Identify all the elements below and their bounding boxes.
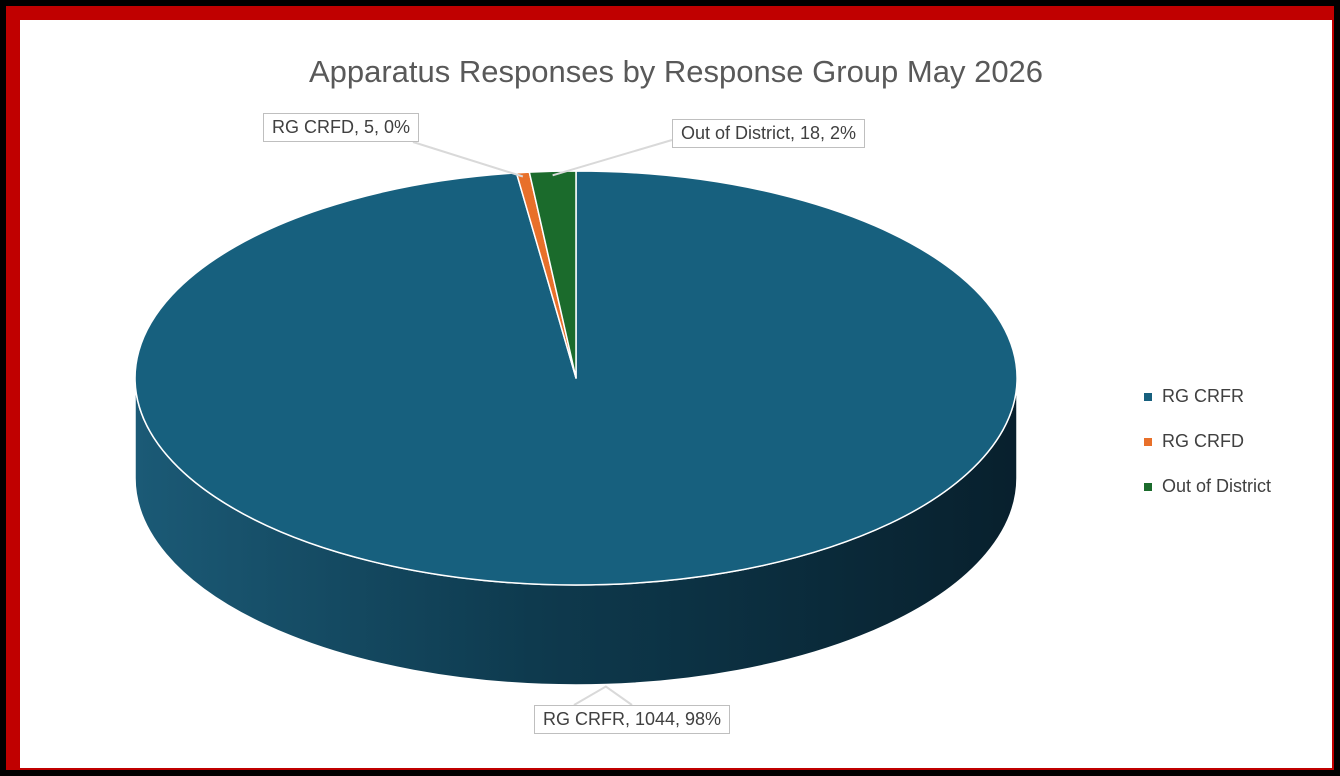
data-label-rg-crfr: RG CRFR, 1044, 98% — [534, 705, 731, 734]
red-border: Apparatus Responses by Response Group Ma… — [6, 6, 1334, 770]
legend-label-out-of-district: Out of District — [1162, 476, 1272, 496]
legend-item-rg-crfr: RG CRFR — [1144, 374, 1271, 419]
legend-swatch-rg-crfr — [1144, 392, 1152, 401]
legend-label-rg-crfr: RG CRFR — [1162, 386, 1244, 406]
legend-item-out-of-district: Out of District — [1144, 464, 1271, 509]
legend: RG CRFR RG CRFD Out of District — [1144, 374, 1271, 509]
legend-item-rg-crfd: RG CRFD — [1144, 419, 1271, 464]
legend-swatch-out-of-district — [1144, 482, 1152, 491]
legend-label-rg-crfd: RG CRFD — [1162, 431, 1244, 451]
chart-area: Apparatus Responses by Response Group Ma… — [20, 20, 1332, 768]
legend-swatch-rg-crfd — [1144, 437, 1152, 446]
chart-title: Apparatus Responses by Response Group Ma… — [308, 54, 1044, 89]
pie-slice-out-of-district — [528, 170, 577, 379]
data-label-rg-crfd: RG CRFD, 5, 0% — [263, 113, 420, 142]
leader-line-rg-crfr — [573, 685, 633, 706]
leader-line-rg-crfd — [412, 141, 524, 178]
leader-line-out-of-district — [552, 139, 673, 177]
pie-chart — [134, 139, 1018, 706]
data-label-out-of-district: Out of District, 18, 2% — [672, 119, 866, 148]
